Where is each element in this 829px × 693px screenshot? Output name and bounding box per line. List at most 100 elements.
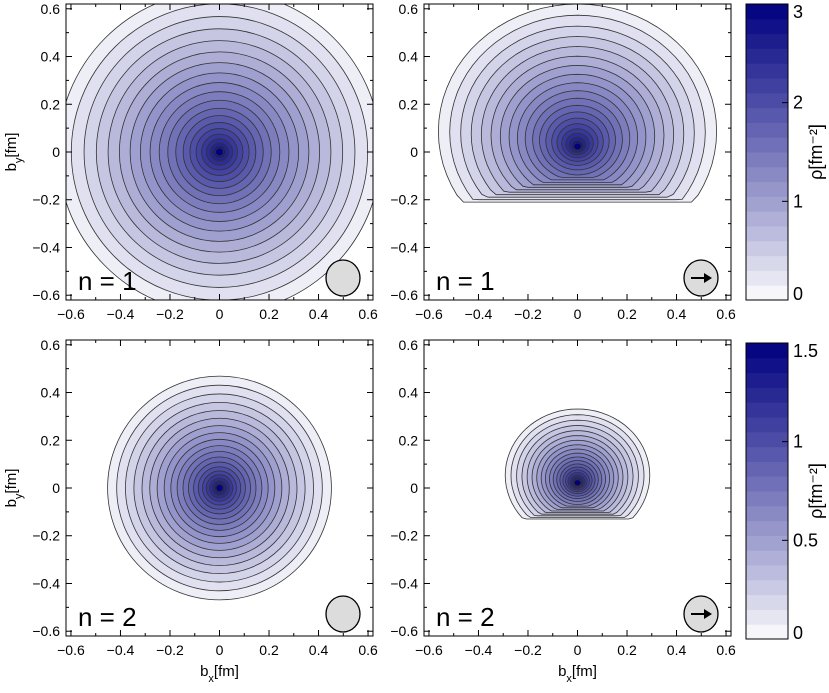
colorbar-band — [746, 594, 788, 610]
colorbar-band — [746, 431, 788, 448]
colorbar-band — [746, 240, 788, 257]
x-tick-label: 0.4 — [309, 642, 329, 658]
colorbar-tick-label: 2 — [793, 93, 803, 113]
x-tick-label: 0.2 — [617, 306, 637, 322]
x-tick-label: 0 — [216, 306, 224, 322]
n-annotation: n = 1 — [78, 266, 137, 296]
y-tick-label: 0.2 — [399, 96, 419, 112]
x-tick-label: −0.6 — [57, 642, 85, 658]
colorbar-band — [746, 550, 788, 566]
y-tick-label: 0 — [410, 480, 418, 496]
colorbar-label: ρ[fm⁻²] — [806, 124, 826, 180]
colorbar-band — [746, 181, 788, 197]
contour-level — [215, 147, 224, 157]
contour-level — [215, 483, 224, 493]
y-tick-label: 0.2 — [399, 432, 419, 448]
x-tick-label: 0.4 — [309, 306, 329, 322]
colorbar-band — [746, 33, 788, 49]
y-tick-label: −0.2 — [390, 192, 418, 208]
colorbar-tick-label: 3 — [793, 2, 803, 22]
y-tick-label: −0.6 — [32, 623, 60, 639]
colorbar-band — [746, 372, 788, 388]
x-tick-label: −0.4 — [107, 306, 135, 322]
x-tick-label: 0.4 — [667, 642, 687, 658]
colorbar-tick-label: 1.5 — [793, 341, 818, 361]
x-tick-label: −0.2 — [514, 306, 542, 322]
colorbar-band — [746, 579, 788, 596]
y-tick-label: −0.2 — [32, 528, 60, 544]
colorbar-band — [746, 211, 788, 227]
colorbar-band — [746, 152, 788, 168]
panel-bottom-right: −0.6 −0.4 −0.2 0 0.2 0.4 0.6 −0.6 −0.4 −0.2 0 0.2 0.… — [390, 337, 736, 685]
x-tick-label: 0.4 — [667, 306, 687, 322]
colorbar-band — [746, 166, 788, 183]
colorbar-band — [746, 18, 788, 35]
colorbar-band — [746, 63, 788, 79]
colorbar-band — [746, 491, 788, 507]
colorbar-band — [746, 48, 788, 64]
y-tick-label: 0.6 — [41, 1, 61, 17]
y-tick-label: 0.4 — [399, 49, 419, 65]
y-tick-label: −0.4 — [32, 575, 60, 591]
contour-layer — [66, 4, 373, 300]
panel-top-right: −0.6 −0.4 −0.2 0 0.2 0.4 0.6 −0.6 −0.4 −0.2 0 0.2 0.… — [390, 1, 736, 322]
colorbar-top: 0 1 2 3 ρ[fm⁻²] — [745, 2, 826, 304]
y-tick-label: −0.6 — [32, 287, 60, 303]
x-tick-label: −0.2 — [514, 642, 542, 658]
n-annotation: n = 2 — [78, 602, 137, 632]
y-tick-label: 0.6 — [41, 337, 61, 353]
colorbar-band — [746, 255, 788, 271]
y-tick-label: −0.2 — [390, 528, 418, 544]
colorbar-band — [746, 285, 788, 301]
colorbar-bottom: 0 0.5 1 1.5 ρ[fm⁻²] — [745, 341, 826, 643]
x-tick-label: −0.4 — [465, 642, 493, 658]
x-tick-label: −0.6 — [57, 306, 85, 322]
x-tick-label: 0.6 — [716, 306, 736, 322]
x-tick-label: 0.2 — [259, 306, 279, 322]
y-tick-label: 0.4 — [41, 49, 61, 65]
plain-circle-icon — [325, 259, 361, 297]
contour-layer — [437, 4, 718, 203]
y-tick-label: −0.6 — [390, 287, 418, 303]
colorbar-frame — [745, 3, 789, 301]
colorbar-band — [746, 609, 788, 625]
colorbar-band — [746, 624, 788, 640]
colorbar-band — [746, 565, 788, 581]
x-tick-label: 0.6 — [358, 642, 378, 658]
colorbar-band — [746, 4, 788, 20]
x-tick-label: 0 — [574, 306, 582, 322]
x-tick-label: −0.2 — [156, 306, 184, 322]
y-tick-label: 0.6 — [399, 337, 419, 353]
colorbar-label: ρ[fm⁻²] — [806, 463, 826, 519]
contour-layer — [107, 375, 332, 601]
y-axis-label: by[fm] — [3, 469, 25, 508]
colorbar-band — [746, 270, 788, 286]
y-tick-label: 0.6 — [399, 1, 419, 17]
colorbar-band — [746, 226, 788, 242]
colorbar-band — [746, 520, 788, 536]
y-tick-label: 0 — [52, 480, 60, 496]
x-tick-label: 0.6 — [716, 642, 736, 658]
arrow-circle-icon — [683, 259, 719, 297]
x-axis-label: bx[fm] — [558, 663, 597, 685]
colorbar-band — [746, 343, 788, 359]
colorbars: 0 1 2 3 ρ[fm⁻²] 0 0.5 1 1.5 ρ[fm⁻²] — [745, 2, 826, 643]
y-tick-label: 0.2 — [41, 96, 61, 112]
colorbar-band — [746, 505, 788, 522]
y-tick-label: 0.4 — [399, 385, 419, 401]
y-tick-label: −0.4 — [32, 239, 60, 255]
colorbar-band — [746, 535, 788, 551]
contour-layer — [504, 408, 651, 520]
x-tick-label: 0.2 — [259, 642, 279, 658]
colorbar-band — [746, 92, 788, 109]
colorbar-band — [746, 461, 788, 477]
colorbar-band — [746, 446, 788, 462]
panels: −0.6 −0.4 −0.2 0 0.2 0.4 0.6 −0.6 −0.4 −0.2 0 0.2 0.… — [3, 1, 736, 685]
y-tick-label: 0 — [52, 144, 60, 160]
y-tick-label: −0.2 — [32, 192, 60, 208]
x-tick-label: −0.4 — [465, 306, 493, 322]
colorbar-band — [746, 196, 788, 212]
panel-top-left: −0.6 −0.4 −0.2 0 0.2 0.4 0.6 −0.6 −0.4 −0.2 0 0.2 0.… — [3, 1, 378, 322]
x-tick-label: −0.6 — [415, 642, 443, 658]
